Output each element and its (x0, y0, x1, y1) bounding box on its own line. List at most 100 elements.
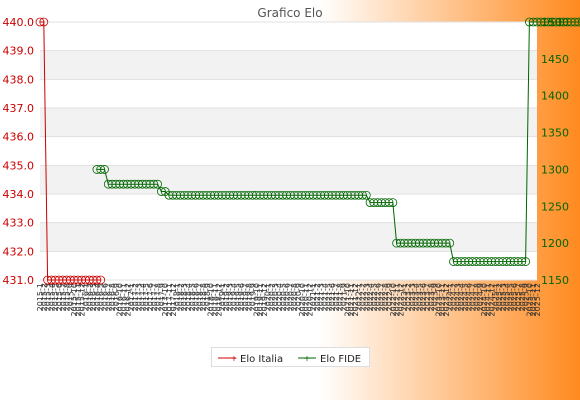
x-tick-label: 2024-8 (472, 283, 481, 311)
x-tick-label: 2017-1 (127, 283, 136, 311)
data-point (304, 190, 314, 200)
data-point (468, 257, 477, 266)
data-point (46, 275, 56, 285)
data-point (43, 275, 52, 285)
data-point (126, 179, 136, 189)
data-point (65, 275, 75, 285)
data-point (547, 17, 557, 27)
x-tick-label: 2022-3 (362, 283, 371, 311)
data-point (506, 257, 515, 266)
x-tick-label: 2017-6 (146, 283, 155, 311)
x-tick-label: 2018-9 (203, 283, 212, 311)
x-tick-label: 2023-1 (400, 283, 409, 311)
data-point (54, 275, 64, 285)
x-tick-label: 2020-11 (302, 283, 311, 316)
x-tick-label: 2020-10 (298, 283, 307, 316)
x-tick-label: 2025-1 (491, 283, 500, 311)
x-tick-label: 2022-5 (370, 283, 379, 311)
x-tick-label: 2020-5 (279, 283, 288, 311)
data-point (58, 275, 68, 285)
data-point (149, 179, 159, 189)
x-tick-label: 2019-1 (218, 283, 227, 311)
x-tick-label: 2025-10 (525, 283, 534, 316)
x-tick-label: 2024-6 (465, 283, 474, 311)
x-tick-label: 2021-5 (324, 283, 333, 311)
data-point (103, 179, 113, 189)
data-point (532, 17, 542, 27)
grid-band (40, 108, 537, 137)
x-tick-label: 2024-9 (476, 283, 485, 311)
right-tick-label: 1150 (541, 274, 569, 287)
x-tick-label: 2019-10 (252, 283, 261, 316)
data-point (35, 17, 45, 27)
x-tick-label: 2021-4 (321, 283, 330, 311)
data-point (350, 190, 360, 200)
x-tick-label: 2018-1 (173, 283, 182, 311)
data-point (494, 257, 504, 266)
data-point (232, 190, 242, 200)
data-point (502, 257, 512, 266)
x-tick-label: 2021-6 (328, 283, 337, 311)
data-point (255, 190, 265, 200)
data-point (418, 238, 428, 248)
x-tick-label: 2021-11 (347, 283, 356, 316)
data-point (157, 187, 166, 196)
data-point (471, 257, 481, 266)
x-tick-label: 2015-2 (40, 283, 49, 311)
x-tick-label: 2024-4 (457, 283, 466, 311)
x-tick-label: 2023-8 (427, 283, 436, 311)
x-tick-label: 2025-8 (518, 283, 527, 311)
data-point (217, 190, 227, 200)
data-point (487, 257, 496, 266)
x-tick-label: 2015-9 (66, 283, 75, 311)
left-tick-label: 434.0 (3, 188, 35, 201)
x-tick-label: 2022-9 (385, 283, 394, 311)
x-tick-label: 2023-12 (442, 283, 451, 316)
x-tick-label: 2016-6 (100, 283, 109, 311)
data-point (202, 190, 212, 200)
data-point (403, 238, 413, 248)
data-point (414, 238, 424, 248)
data-point (263, 190, 273, 200)
x-tick-label: 2024-3 (453, 283, 462, 311)
x-tick-label: 2017-2 (131, 283, 140, 311)
x-tick-label: 2017-10 (161, 283, 170, 316)
x-tick-label: 2022-12 (396, 283, 405, 316)
x-tick-label: 2022-1 (355, 283, 364, 311)
x-tick-label: 2019-3 (226, 283, 235, 311)
x-tick-label: 2020-12 (305, 283, 314, 316)
data-point (342, 190, 352, 200)
data-point (566, 17, 576, 27)
data-point (361, 190, 371, 200)
x-tick-label: 2022-2 (358, 283, 367, 311)
data-point (168, 190, 178, 200)
data-point (422, 238, 432, 248)
x-tick-label: 2015-6 (55, 283, 64, 311)
data-point (134, 179, 144, 189)
data-point (536, 17, 546, 27)
data-point (210, 190, 219, 200)
data-point (388, 198, 398, 208)
x-tick-label: 2020-6 (283, 283, 292, 311)
data-point (270, 190, 280, 200)
x-tick-label: 2015-4 (47, 283, 56, 311)
right-tick-label: 1400 (541, 90, 569, 103)
data-point (145, 179, 155, 189)
data-point (111, 179, 121, 189)
data-point (528, 17, 538, 27)
x-tick-label: 2021-2 (313, 283, 322, 311)
x-tick-label: 2019-8 (245, 283, 254, 311)
x-tick-label: 2022-8 (381, 283, 390, 311)
data-point (323, 190, 333, 200)
x-tick-label: 2022-10 (389, 283, 398, 316)
x-tick-label: 2018-4 (184, 283, 193, 311)
x-tick-label: 2021-9 (340, 283, 349, 311)
data-point (141, 179, 151, 189)
data-point (100, 165, 109, 174)
data-point (285, 190, 295, 200)
data-point (452, 257, 462, 266)
x-tick-label: 2018-10 (207, 283, 216, 316)
data-point (138, 179, 147, 189)
x-tick-label: 2015-3 (44, 283, 53, 311)
data-point (525, 17, 534, 27)
